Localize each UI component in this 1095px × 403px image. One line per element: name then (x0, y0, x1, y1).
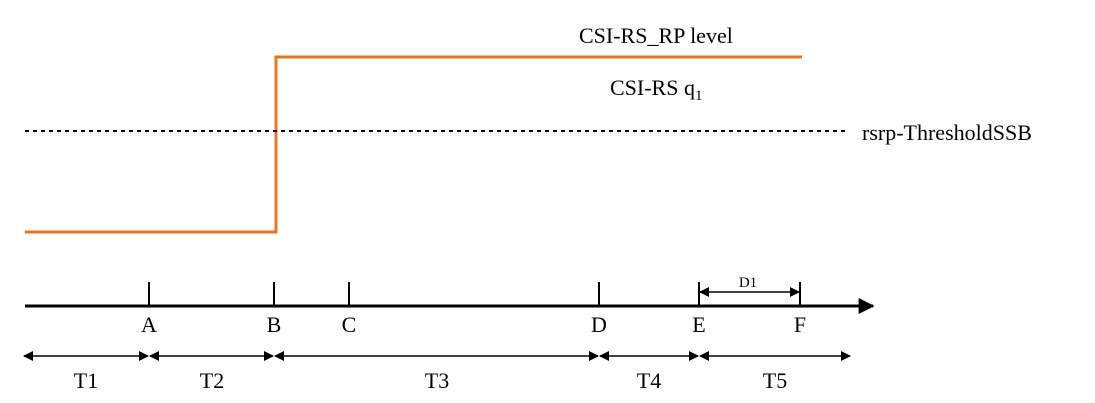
interval-label-t3: T3 (425, 368, 449, 393)
point-label-b: B (267, 312, 282, 337)
rsrp-threshold-label: rsrp-ThresholdSSB (862, 120, 1032, 145)
csi-rs-rp-level-label: CSI-RS_RP level (579, 23, 733, 48)
point-label-d: D (591, 312, 607, 337)
csi-rs-q1-subscript: 1 (695, 88, 703, 104)
csi-rs-q1-label-main: CSI-RS q (610, 75, 695, 100)
interval-label-t4: T4 (637, 368, 661, 393)
csi-rs-q1-label: CSI-RS q1 (610, 75, 702, 104)
axis-ticks (148, 282, 801, 306)
interval-label-t5: T5 (763, 368, 787, 393)
point-label-f: F (794, 312, 806, 337)
d1-label: D1 (739, 275, 757, 291)
csi-rs-rp-level-line (25, 55, 802, 234)
point-label-a: A (141, 312, 157, 337)
point-label-e: E (692, 312, 705, 337)
interval-label-t1: T1 (74, 368, 98, 393)
point-label-c: C (342, 312, 357, 337)
interval-label-t2: T2 (200, 368, 224, 393)
